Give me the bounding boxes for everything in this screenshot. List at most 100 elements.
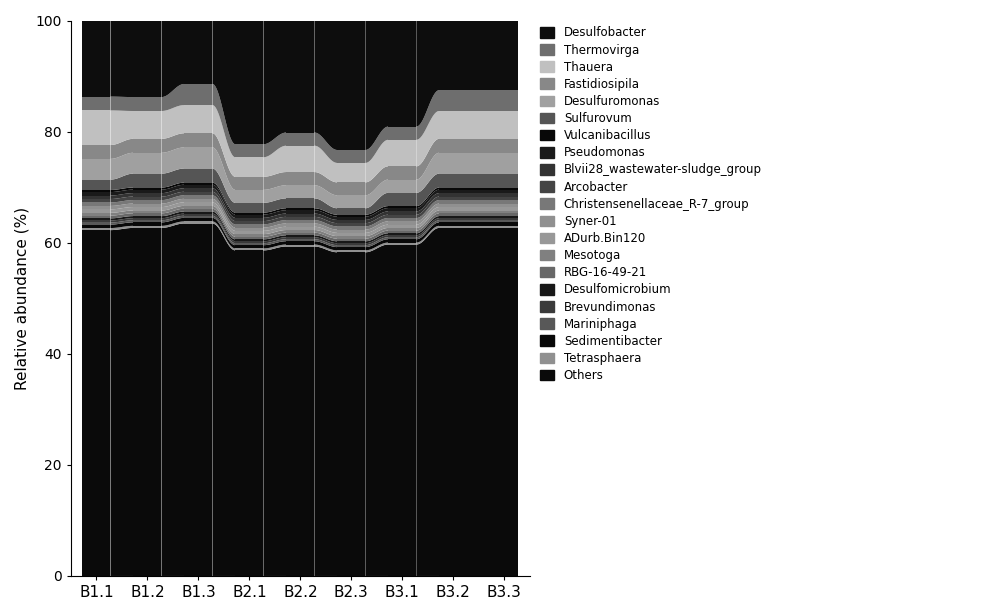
Polygon shape xyxy=(467,197,490,200)
Bar xyxy=(235,20,263,145)
Polygon shape xyxy=(467,204,490,207)
Bar xyxy=(286,237,314,239)
Bar xyxy=(235,215,263,218)
Bar xyxy=(337,247,365,250)
Bar xyxy=(439,189,467,193)
Polygon shape xyxy=(365,236,388,245)
Bar xyxy=(235,234,263,237)
Polygon shape xyxy=(161,216,184,223)
Polygon shape xyxy=(161,221,184,228)
Polygon shape xyxy=(110,216,133,220)
Bar xyxy=(184,213,212,216)
Bar xyxy=(82,199,110,202)
Y-axis label: Relative abundance (%): Relative abundance (%) xyxy=(15,207,30,390)
Bar xyxy=(439,188,467,189)
Bar xyxy=(82,206,110,209)
Bar xyxy=(184,208,212,212)
Bar xyxy=(184,20,212,84)
Bar xyxy=(286,230,314,232)
Bar xyxy=(286,241,314,245)
Bar xyxy=(388,221,416,224)
Polygon shape xyxy=(263,245,286,250)
Bar xyxy=(235,224,263,228)
Bar xyxy=(490,111,518,139)
Polygon shape xyxy=(314,245,337,252)
Bar xyxy=(490,216,518,218)
Polygon shape xyxy=(212,184,235,218)
Polygon shape xyxy=(110,220,133,224)
Bar xyxy=(235,145,263,157)
Polygon shape xyxy=(416,90,439,140)
Bar xyxy=(235,228,263,231)
Polygon shape xyxy=(161,84,184,111)
Bar xyxy=(490,223,518,226)
Polygon shape xyxy=(110,197,133,202)
Bar xyxy=(286,220,314,223)
Polygon shape xyxy=(416,210,439,231)
Bar xyxy=(184,212,212,213)
Polygon shape xyxy=(212,148,235,203)
Bar xyxy=(133,220,161,223)
Bar xyxy=(133,111,161,139)
Polygon shape xyxy=(365,221,388,233)
Polygon shape xyxy=(110,213,133,218)
Polygon shape xyxy=(314,213,337,223)
Polygon shape xyxy=(365,224,388,236)
Bar xyxy=(82,216,110,218)
Polygon shape xyxy=(314,210,337,220)
Polygon shape xyxy=(161,218,184,226)
Bar xyxy=(82,97,110,111)
Polygon shape xyxy=(416,193,439,215)
Bar xyxy=(235,218,263,221)
Polygon shape xyxy=(212,216,235,245)
Polygon shape xyxy=(161,148,184,173)
Bar xyxy=(286,245,314,247)
Bar xyxy=(439,226,467,228)
Polygon shape xyxy=(365,237,388,247)
Bar xyxy=(439,210,467,213)
Bar xyxy=(439,220,467,223)
Polygon shape xyxy=(467,218,490,220)
Polygon shape xyxy=(263,217,286,224)
Bar xyxy=(184,184,212,188)
Bar xyxy=(82,230,110,576)
Bar xyxy=(133,189,161,193)
Bar xyxy=(286,247,314,576)
Polygon shape xyxy=(416,188,439,208)
Polygon shape xyxy=(263,208,286,215)
Bar xyxy=(286,232,314,236)
Bar xyxy=(337,183,365,196)
Polygon shape xyxy=(416,216,439,236)
Bar xyxy=(439,200,467,204)
Bar xyxy=(133,204,161,207)
Polygon shape xyxy=(161,223,184,576)
Polygon shape xyxy=(365,208,388,220)
Bar xyxy=(388,242,416,245)
Bar xyxy=(337,196,365,208)
Bar xyxy=(490,153,518,173)
Bar xyxy=(235,248,263,250)
Polygon shape xyxy=(467,228,490,576)
Polygon shape xyxy=(161,196,184,204)
Polygon shape xyxy=(110,188,133,192)
Polygon shape xyxy=(365,20,388,150)
Polygon shape xyxy=(365,180,388,208)
Bar xyxy=(337,220,365,223)
Bar xyxy=(286,227,314,230)
Polygon shape xyxy=(263,236,286,241)
Bar xyxy=(337,150,365,163)
Bar xyxy=(286,213,314,217)
Polygon shape xyxy=(263,241,286,248)
Polygon shape xyxy=(110,210,133,216)
Bar xyxy=(439,153,467,173)
Polygon shape xyxy=(212,183,235,215)
Bar xyxy=(235,241,263,243)
Bar xyxy=(337,243,365,245)
Bar xyxy=(133,216,161,218)
Bar xyxy=(490,189,518,193)
Polygon shape xyxy=(467,207,490,210)
Polygon shape xyxy=(263,172,286,190)
Bar xyxy=(439,139,467,153)
Bar xyxy=(133,228,161,576)
Polygon shape xyxy=(263,132,286,157)
